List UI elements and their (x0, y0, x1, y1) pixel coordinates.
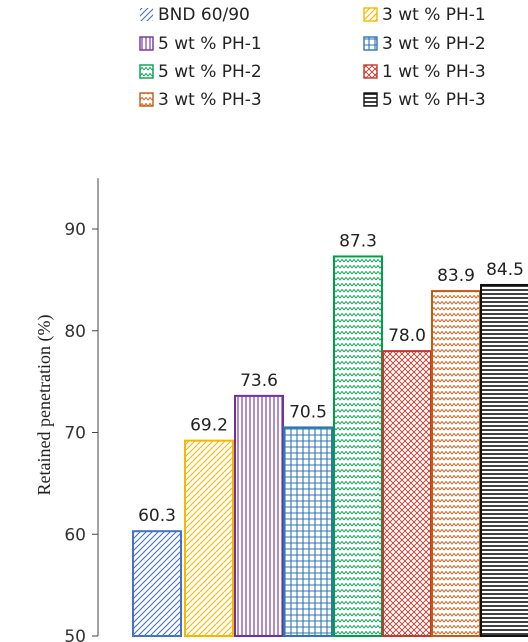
legend-label: 3 wt % PH-1 (382, 5, 486, 25)
legend-label: 5 wt % PH-2 (158, 62, 262, 82)
legend-swatch (139, 92, 154, 107)
y-tick-label: 90 (64, 220, 86, 240)
y-tick-label: 70 (64, 424, 86, 444)
legend-label: 3 wt % PH-3 (158, 90, 262, 110)
legend-label: 3 wt % PH-2 (382, 34, 486, 54)
data-label: 83.9 (437, 266, 475, 286)
y-tick-label: 50 (64, 627, 86, 642)
data-label: 73.6 (240, 371, 278, 391)
bar (431, 290, 481, 637)
data-label: 84.5 (486, 260, 524, 280)
bar (333, 255, 383, 637)
value-labels: 60.3 69.2 73.6 70.5 87.3 78.0 83.9 84.5 (138, 231, 524, 526)
bar (132, 530, 182, 638)
legend-swatch (363, 64, 378, 79)
legend-label: 5 wt % PH-3 (382, 90, 486, 110)
legend-swatch (140, 8, 153, 21)
data-label: 60.3 (138, 506, 176, 526)
legend-swatch (363, 92, 378, 107)
legend-swatch (363, 36, 378, 51)
bar (234, 394, 284, 637)
y-tick-label: 80 (64, 322, 86, 342)
legend-label: 5 wt % PH-1 (158, 34, 262, 54)
data-label: 70.5 (289, 402, 327, 422)
bars (132, 255, 528, 638)
y-axis: 50 60 70 80 90 (64, 178, 99, 642)
y-tick-label: 60 (64, 525, 86, 545)
data-label: 87.3 (339, 231, 377, 251)
data-label: 78.0 (388, 326, 426, 346)
legend-swatch (139, 64, 154, 79)
bar (184, 439, 234, 638)
legend-swatch (139, 36, 154, 51)
bar (382, 350, 432, 637)
data-label: 69.2 (190, 416, 228, 436)
legend-swatch (363, 7, 378, 22)
legend: BND 60/90 3 wt % PH-1 5 wt % PH-1 3 wt % PH… (139, 5, 486, 110)
y-axis-title: Retained penetration (%) (34, 315, 55, 496)
bar (480, 283, 528, 637)
legend-label: 1 wt % PH-3 (382, 62, 486, 82)
bar (283, 426, 333, 637)
legend-label: BND 60/90 (158, 5, 250, 25)
